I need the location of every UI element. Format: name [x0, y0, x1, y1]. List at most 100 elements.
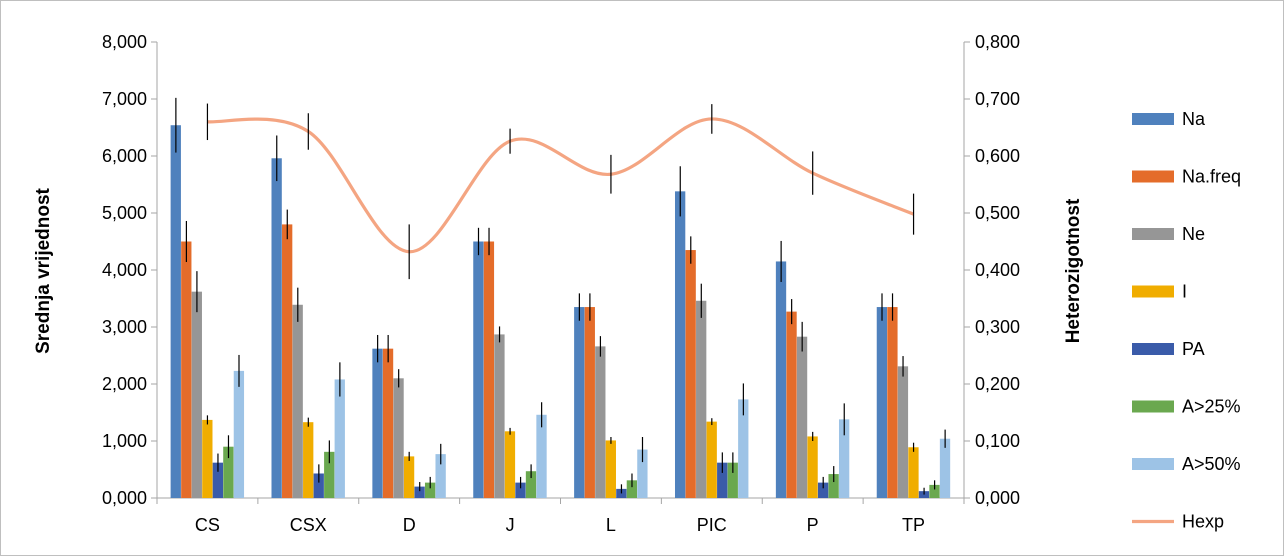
legend-swatch [1132, 343, 1174, 355]
y2-axis-title: Heterozigotnost [1063, 198, 1084, 343]
bar [605, 440, 616, 498]
bar [382, 348, 394, 498]
bar [685, 250, 696, 498]
y2-tick-label: 0,500 [975, 203, 1020, 223]
bar [191, 291, 202, 498]
x-tick-label: TP [902, 515, 925, 535]
y2-tick-label: 0,300 [975, 317, 1020, 337]
bar [674, 191, 686, 498]
bar [838, 419, 850, 498]
legend-label: Ne [1182, 224, 1205, 244]
y-tick-label: 4,000 [102, 260, 147, 280]
y-tick-label: 5,000 [102, 203, 147, 223]
bar [282, 224, 293, 498]
legend-swatch [1132, 400, 1174, 413]
bar [775, 261, 787, 498]
bar [233, 370, 245, 498]
x-tick-label: L [606, 515, 616, 535]
legend-label: Na [1182, 109, 1206, 129]
legend-label: Na.freq [1182, 167, 1241, 187]
bar [908, 447, 919, 498]
y-tick-label: 7,000 [102, 89, 147, 109]
y-axis-title: Srednja vrijednost [33, 187, 54, 353]
legend-label: A>50% [1182, 454, 1241, 474]
bar [574, 307, 585, 498]
bar [403, 456, 415, 498]
bar [424, 482, 436, 498]
y-tick-label: 0,000 [102, 488, 147, 508]
bar [334, 379, 345, 498]
bar [303, 422, 314, 498]
bar [202, 419, 213, 498]
bar [796, 336, 808, 498]
bar [483, 241, 495, 498]
bar [313, 473, 324, 498]
bar [637, 449, 648, 498]
x-tick-label: CS [195, 515, 220, 535]
bar [494, 334, 505, 498]
bar [706, 421, 717, 498]
legend-swatch [1132, 170, 1174, 183]
bar [727, 462, 738, 498]
bar [918, 491, 930, 498]
bar [292, 304, 303, 498]
hexp-line [207, 117, 915, 254]
y2-tick-label: 0,100 [975, 431, 1020, 451]
legend: Na Na.freq Ne I PA A>25% A>50% Hexp [1132, 109, 1241, 532]
bar [181, 241, 192, 498]
bar [817, 482, 829, 498]
bar [271, 158, 282, 498]
bar [525, 471, 537, 498]
bar [786, 311, 797, 498]
x-tick-label: D [403, 515, 416, 535]
x-tick-label: PIC [697, 515, 727, 535]
legend-label: Hexp [1182, 512, 1224, 532]
bar [595, 346, 606, 498]
y-tick-label: 3,000 [102, 317, 147, 337]
line-layer [206, 103, 915, 280]
legend-label: I [1182, 282, 1187, 302]
y-tick-label: 1,000 [102, 431, 147, 451]
bar [876, 307, 888, 498]
bar [828, 474, 839, 498]
bar [170, 125, 181, 498]
bar [473, 241, 484, 498]
bar [435, 454, 446, 498]
bar [584, 307, 595, 498]
bar [536, 414, 547, 498]
legend-swatch [1132, 285, 1174, 298]
y2-tick-label: 0,400 [975, 260, 1020, 280]
x-tick-label: P [807, 515, 819, 535]
bar [887, 307, 898, 498]
legend-swatch [1132, 458, 1174, 470]
y2-tick-label: 0,700 [975, 89, 1020, 109]
y2-tick-label: 0,200 [975, 374, 1020, 394]
y2-tick-label: 0,600 [975, 146, 1020, 166]
bar [504, 431, 516, 498]
legend-swatch [1132, 228, 1174, 240]
bar [414, 486, 425, 498]
y2-tick-label: 0,000 [975, 488, 1020, 508]
legend-label: PA [1182, 339, 1205, 359]
bar [897, 366, 909, 498]
bars-layer [170, 97, 951, 498]
bar [212, 462, 224, 498]
ticks-layer: 0,000 1,000 2,000 3,000 4,000 5,000 6,000 7,000… [102, 32, 1020, 535]
bar [807, 436, 818, 498]
y-tick-label: 2,000 [102, 374, 147, 394]
y-tick-label: 8,000 [102, 32, 147, 52]
y-tick-label: 6,000 [102, 146, 147, 166]
bar [738, 399, 749, 498]
legend-swatch [1132, 113, 1174, 125]
bar [372, 348, 383, 498]
bar [223, 446, 234, 498]
bar [515, 482, 526, 498]
x-tick-label: J [506, 515, 515, 535]
bar [626, 480, 638, 498]
bar [696, 300, 707, 498]
bar [717, 462, 728, 498]
bar [939, 438, 951, 498]
y2-tick-label: 0,800 [975, 32, 1020, 52]
